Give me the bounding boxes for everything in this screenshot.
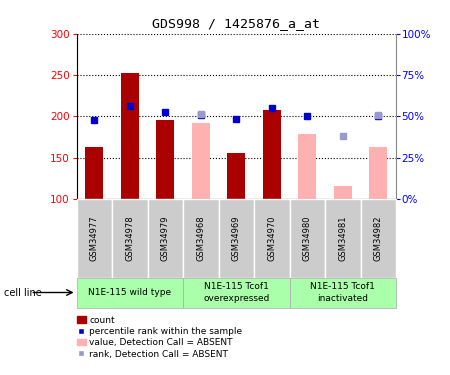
- Bar: [298, 134, 316, 199]
- Text: N1E-115 wild type: N1E-115 wild type: [88, 288, 171, 297]
- Bar: [183, 278, 289, 308]
- Text: GSM34979: GSM34979: [161, 215, 170, 261]
- Title: GDS998 / 1425876_a_at: GDS998 / 1425876_a_at: [152, 17, 320, 30]
- Bar: [334, 186, 351, 199]
- Legend: count, percentile rank within the sample, value, Detection Call = ABSENT, rank, : count, percentile rank within the sample…: [76, 316, 242, 358]
- Bar: [263, 111, 281, 199]
- Text: GSM34969: GSM34969: [232, 215, 241, 261]
- Bar: [112, 199, 148, 278]
- Text: N1E-115 Tcof1
inactivated: N1E-115 Tcof1 inactivated: [310, 282, 375, 303]
- Bar: [369, 147, 387, 199]
- Bar: [157, 120, 174, 199]
- Text: N1E-115 Tcof1
overexpressed: N1E-115 Tcof1 overexpressed: [203, 282, 270, 303]
- Bar: [183, 199, 219, 278]
- Text: GSM34977: GSM34977: [90, 215, 99, 261]
- Bar: [121, 74, 139, 199]
- Bar: [227, 153, 245, 199]
- Bar: [254, 199, 289, 278]
- Bar: [86, 147, 103, 199]
- Text: GSM34980: GSM34980: [303, 215, 312, 261]
- Bar: [289, 199, 325, 278]
- Bar: [76, 199, 112, 278]
- Bar: [325, 199, 360, 278]
- Text: cell line: cell line: [4, 288, 42, 297]
- Bar: [192, 123, 210, 199]
- Bar: [76, 278, 183, 308]
- Text: GSM34978: GSM34978: [125, 215, 134, 261]
- Bar: [219, 199, 254, 278]
- Bar: [289, 278, 396, 308]
- Bar: [360, 199, 396, 278]
- Text: GSM34968: GSM34968: [196, 215, 205, 261]
- Text: GSM34981: GSM34981: [338, 215, 347, 261]
- Text: GSM34970: GSM34970: [267, 215, 276, 261]
- Bar: [148, 199, 183, 278]
- Text: GSM34982: GSM34982: [374, 215, 383, 261]
